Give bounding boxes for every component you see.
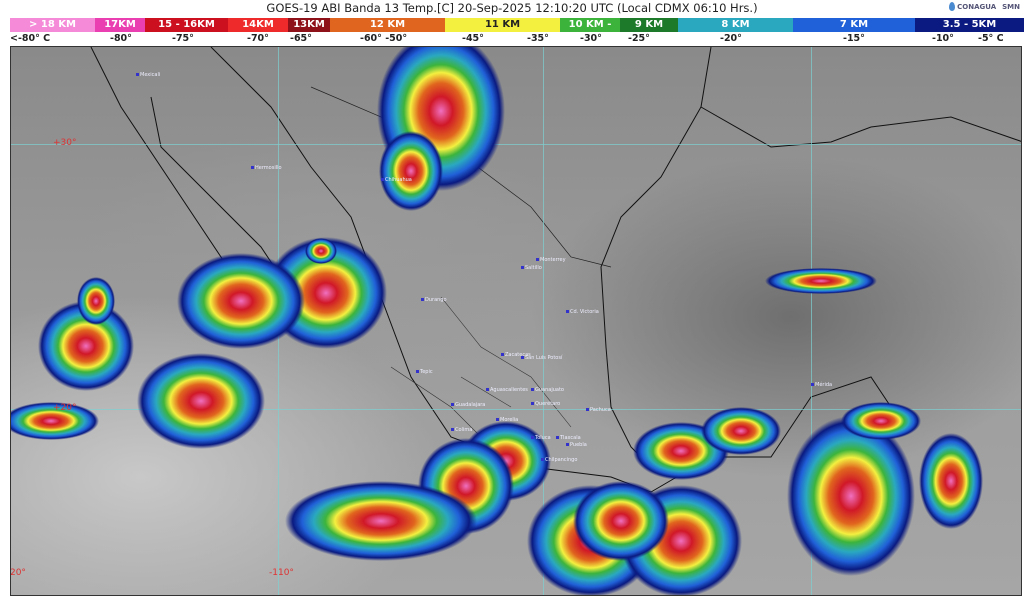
temperature-label: -30°	[580, 33, 602, 44]
conagua-logo: CONAGUA	[949, 2, 996, 11]
cloud-top-cell	[919, 433, 983, 529]
city-label: Guadalajara	[451, 402, 485, 408]
city-label: Colima	[451, 427, 472, 433]
city-label: Pachuca	[586, 407, 611, 413]
color-scale-bar: > 18 KM 17KM 15 - 16KM 14KM 13KM 12 KM 11 KM 10…	[10, 18, 1024, 32]
city-label: Chilpancingo	[541, 457, 577, 463]
latitude-line	[11, 409, 1021, 410]
city-label: Zacatecas	[501, 352, 531, 358]
city-label: Tlaxcala	[556, 435, 581, 441]
temperature-label: -70°	[247, 33, 269, 44]
temperature-label: -65°	[290, 33, 312, 44]
legend-segment: 17KM	[95, 18, 145, 32]
city-label: Cd. Victoria	[566, 309, 599, 315]
agency-logos: CONAGUA SMN	[949, 2, 1020, 11]
city-label: Mérida	[811, 382, 832, 388]
cloud-top-cell	[285, 481, 477, 561]
cloud-top-cell	[573, 481, 669, 561]
cloud-top-cell	[11, 401, 99, 441]
smn-text: SMN	[1002, 2, 1020, 11]
temperature-label: -35°	[527, 33, 549, 44]
temperature-scale: <-80° C -80° -75° -70° -65° -60° -50° -45° -35°…	[0, 32, 1024, 46]
legend-segment: 7 KM	[793, 18, 915, 32]
latitude-line	[11, 144, 1021, 145]
longitude-line	[543, 47, 544, 595]
legend-segment: 13KM	[288, 18, 330, 32]
temperature-label: -80°	[110, 33, 132, 44]
city-label: Guanajuato	[531, 387, 564, 393]
image-title: GOES-19 ABI Banda 13 Temp.[C] 20-Sep-202…	[266, 1, 758, 15]
city-label: Toluca	[531, 435, 551, 441]
city-label: Tepic	[416, 369, 433, 375]
smn-logo: SMN	[1002, 3, 1020, 11]
city-label: Durango	[421, 297, 447, 303]
legend-segment: 12 KM	[330, 18, 445, 32]
city-label: Morelia	[496, 417, 518, 423]
temperature-label: -5° C	[978, 33, 1004, 44]
lat-label: +20°	[53, 403, 77, 413]
temperature-label: <-80° C	[10, 33, 51, 44]
temperature-label: -15°	[843, 33, 865, 44]
legend-segment: 15 - 16KM	[145, 18, 228, 32]
satellite-map: +30° +20° -120° -110° Mexicali Hermosillo…	[10, 46, 1022, 596]
city-label: Querétaro	[531, 401, 560, 407]
lon-label: -120°	[10, 568, 26, 578]
cloud-top-cell	[305, 238, 337, 264]
lat-label: +30°	[53, 138, 77, 148]
city-label: Chihuahua	[381, 177, 412, 183]
legend-segment: 14KM	[228, 18, 288, 32]
cloud-top-cell	[765, 268, 877, 294]
cloud-top-cell	[177, 253, 305, 349]
legend-segment: 8 KM	[678, 18, 793, 32]
temperature-label: -20°	[720, 33, 742, 44]
legend-segment: 10 KM -	[560, 18, 620, 32]
legend-segment: 11 KM	[445, 18, 560, 32]
temperature-label: -60° -50°	[360, 33, 408, 44]
city-label: Saltillo	[521, 265, 542, 271]
conagua-text: CONAGUA	[957, 2, 997, 11]
legend-segment: 9 KM	[620, 18, 678, 32]
city-label: Hermosillo	[251, 165, 282, 171]
city-label: Puebla	[566, 442, 587, 448]
city-label: Aguascalientes	[486, 387, 528, 393]
cloud-top-cell	[76, 277, 116, 325]
cloud-top-cell	[787, 416, 915, 576]
temperature-label: -25°	[628, 33, 650, 44]
city-label: Monterrey	[536, 257, 566, 263]
water-drop-icon	[949, 2, 956, 11]
cloud-top-cell	[379, 131, 443, 211]
cloud-top-cell	[137, 353, 265, 449]
temperature-label: -10°	[932, 33, 954, 44]
city-label: Mexicali	[136, 72, 160, 78]
legend-segment: > 18 KM	[10, 18, 95, 32]
temperature-label: -75°	[172, 33, 194, 44]
cloud-top-cell	[841, 401, 921, 441]
cloud-top-cell	[701, 407, 781, 455]
lon-label: -110°	[269, 568, 294, 578]
city-label: San Luis Potosí	[521, 355, 562, 361]
legend-segment: 3.5 - 5KM	[915, 18, 1024, 32]
temperature-label: -45°	[462, 33, 484, 44]
longitude-line	[811, 47, 812, 595]
